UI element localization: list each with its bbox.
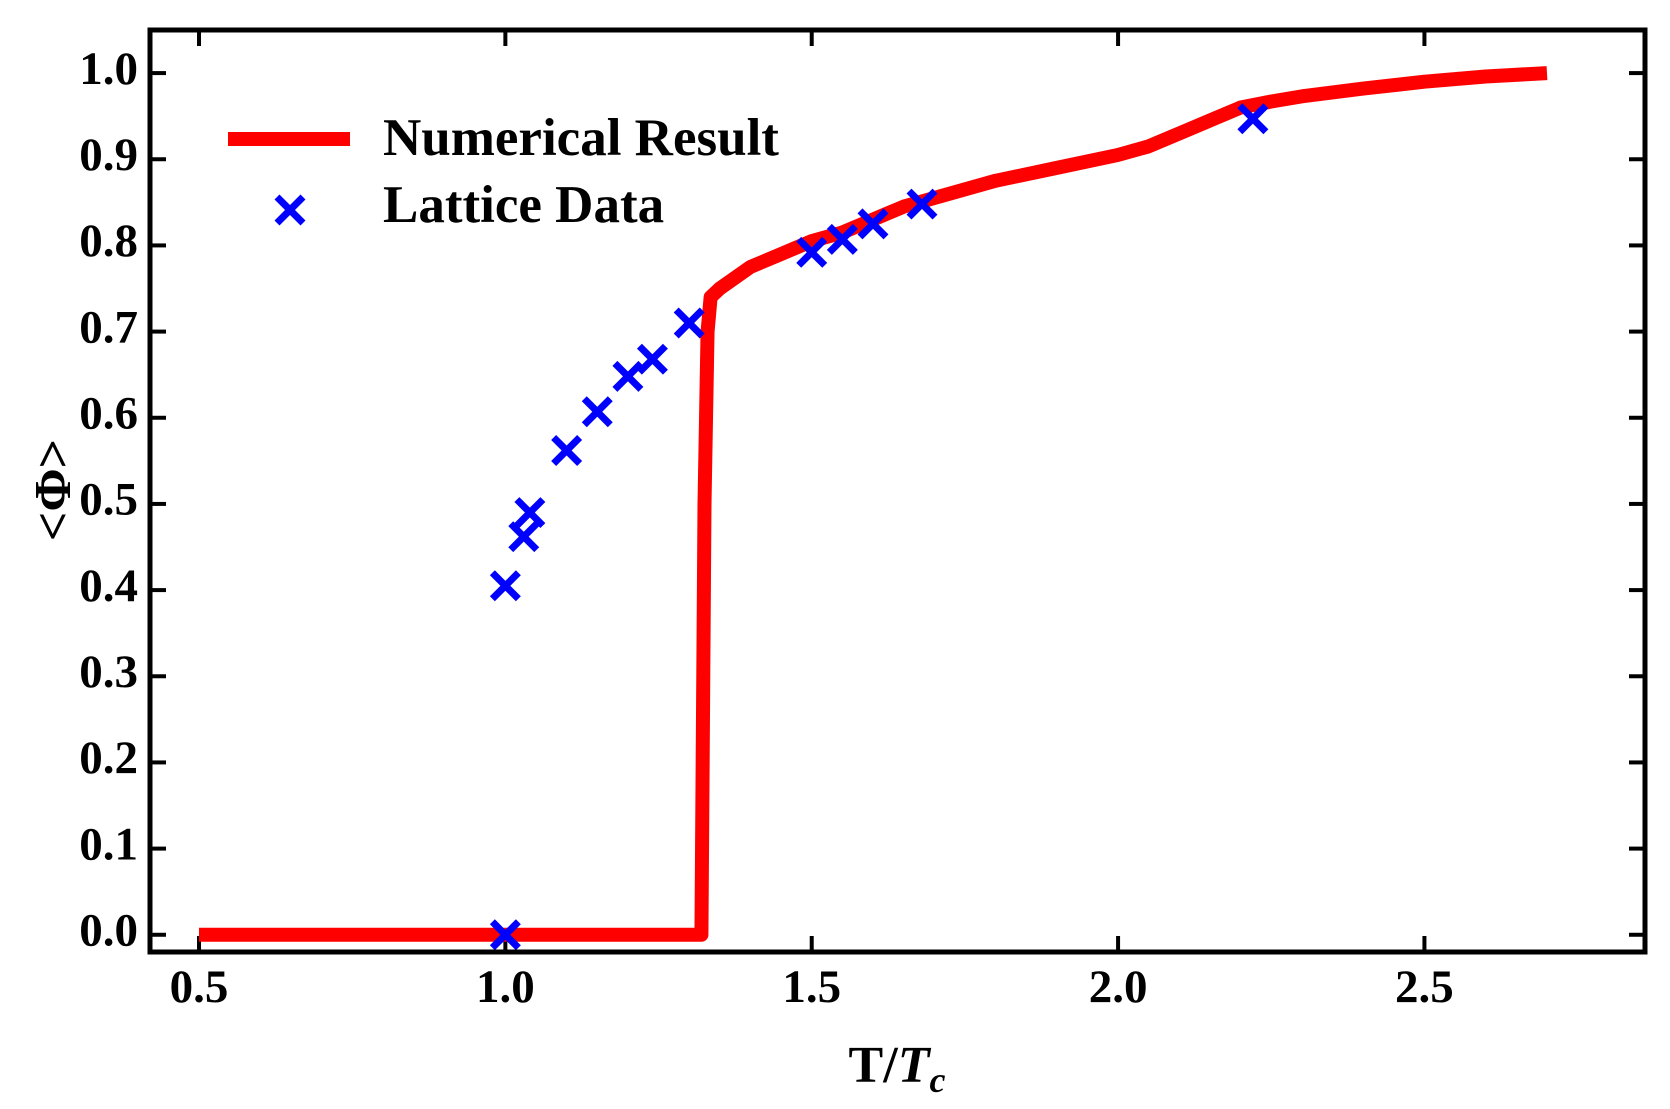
y-tick-label: 0.5 bbox=[79, 474, 138, 526]
lattice-data-point bbox=[636, 343, 668, 375]
cross-stroke bbox=[906, 188, 938, 220]
lattice-data-point bbox=[1237, 103, 1269, 135]
lattice-data-point bbox=[514, 497, 546, 529]
x-tick-label: 2.0 bbox=[1089, 961, 1148, 1013]
lattice-data-point bbox=[551, 435, 583, 466]
x-tick-label: 1.0 bbox=[476, 961, 535, 1013]
lattice-data-point bbox=[489, 570, 521, 602]
y-tick-label: 0.9 bbox=[79, 129, 138, 181]
legend: Numerical Result Lattice Data bbox=[228, 109, 779, 234]
cross-stroke bbox=[857, 208, 889, 240]
y-axis-label: <Φ> bbox=[25, 439, 82, 541]
x-tick-label: 0.5 bbox=[170, 961, 229, 1013]
y-tick-label: 1.0 bbox=[79, 43, 138, 95]
cross-stroke bbox=[612, 360, 644, 392]
lattice-data-point bbox=[612, 360, 644, 392]
x-tick-labels: 0.5 1.0 1.5 2.0 2.5 bbox=[170, 961, 1454, 1013]
cross-stroke bbox=[274, 194, 306, 226]
legend-label-numerical: Numerical Result bbox=[383, 109, 779, 167]
lattice-data-point bbox=[508, 521, 540, 553]
cross-stroke bbox=[514, 497, 546, 529]
y-tick-label: 0.7 bbox=[79, 301, 138, 353]
lattice-data-point bbox=[826, 223, 858, 255]
cross-stroke bbox=[796, 236, 828, 268]
cross-stroke bbox=[581, 396, 613, 428]
y-tick-label: 0.6 bbox=[79, 388, 138, 440]
x-tick-label: 1.5 bbox=[782, 961, 841, 1013]
y-tick-label: 0.8 bbox=[79, 215, 138, 267]
legend-cross-marker bbox=[274, 194, 306, 226]
cross-stroke bbox=[673, 307, 705, 339]
lattice-data-point bbox=[796, 236, 828, 268]
plot-frame bbox=[147, 27, 1648, 955]
lattice-data-point bbox=[673, 307, 705, 339]
y-tick-label: 0.4 bbox=[79, 560, 138, 612]
cross-stroke bbox=[636, 343, 668, 375]
cross-stroke bbox=[1237, 103, 1269, 135]
cross-stroke bbox=[508, 521, 540, 553]
x-axis-label: T/Tc bbox=[849, 1037, 946, 1100]
x-tick-label: 2.5 bbox=[1395, 961, 1454, 1013]
lattice-data-point bbox=[489, 919, 521, 951]
plot-series bbox=[199, 66, 1548, 951]
ticks bbox=[150, 30, 1645, 952]
legend-label-lattice: Lattice Data bbox=[383, 176, 664, 234]
lattice-data-point bbox=[857, 208, 889, 240]
lattice-data-point bbox=[906, 188, 938, 220]
series-line-numerical-result bbox=[199, 66, 1548, 942]
y-tick-label: 0.3 bbox=[79, 646, 138, 698]
y-tick-label: 0.2 bbox=[79, 732, 138, 784]
cross-stroke bbox=[489, 570, 521, 602]
lattice-data-point bbox=[581, 396, 613, 428]
cross-stroke bbox=[551, 435, 583, 466]
cross-stroke bbox=[826, 223, 858, 255]
y-tick-labels: 0.0 0.1 0.2 0.3 0.4 0.5 0.6 0.7 0.8 0.9 1.0 bbox=[79, 43, 138, 957]
y-tick-label: 0.0 bbox=[79, 905, 138, 957]
cross-stroke bbox=[489, 919, 521, 951]
y-tick-label: 0.1 bbox=[79, 818, 138, 870]
